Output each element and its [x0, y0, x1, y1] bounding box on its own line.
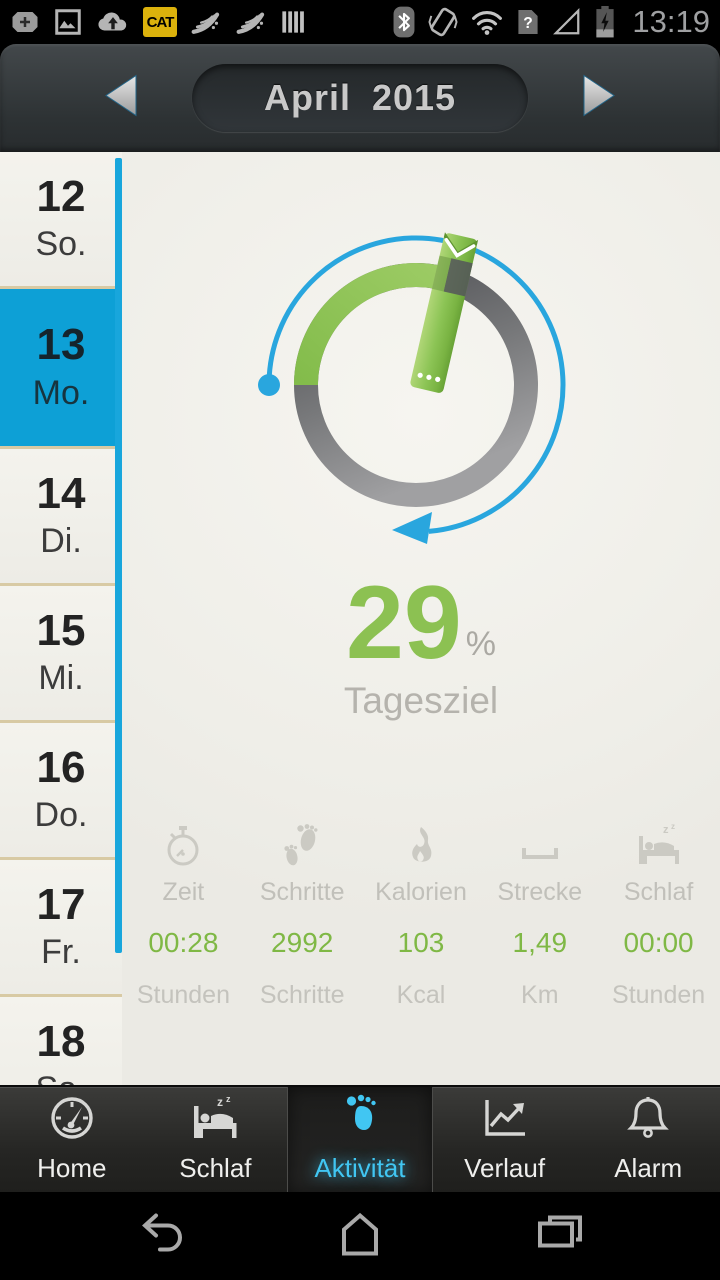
vibrate-icon: [428, 6, 458, 38]
stats-row: Zeit 00:28 Stunden Schritte 2992 Schritt…: [124, 810, 718, 1010]
date-item-15[interactable]: 15 Mi.: [0, 586, 122, 723]
stat-unit: Stunden: [612, 981, 706, 1009]
home-button[interactable]: [328, 1210, 392, 1263]
stat-steps: Schritte 2992 Schritte: [243, 810, 362, 1010]
stat-value: 00:28: [148, 927, 219, 958]
month-header: April 2015: [0, 44, 720, 152]
tracker-device: [410, 232, 479, 393]
activity-panel: 29 % Tagesziel Zeit 00:28 Stunden: [122, 152, 720, 1085]
stat-distance: Strecke 1,49 Km: [480, 810, 599, 1010]
status-clock: 13:19: [632, 4, 710, 39]
date-item-12[interactable]: 12 So.: [0, 152, 122, 289]
gallery-icon: [53, 7, 83, 37]
cloud-upload-icon: [96, 7, 130, 37]
signal-empty-icon: [552, 7, 582, 37]
sim-question-icon: ?: [516, 7, 540, 37]
stat-label: Strecke: [497, 878, 583, 906]
bluetooth-icon: [392, 6, 416, 38]
svg-text:z: z: [226, 1094, 231, 1104]
tab-label: Home: [37, 1153, 107, 1183]
date-sidebar[interactable]: 12 So. 13 Mo. 14 Di. 15 Mi. 16 Do. 17 Fr…: [0, 152, 122, 1085]
swoosh-icon: [190, 7, 222, 37]
back-button[interactable]: [128, 1212, 192, 1261]
svg-text:z: z: [671, 822, 675, 831]
stat-value: 1,49: [512, 927, 568, 958]
date-item-17[interactable]: 17 Fr.: [0, 860, 122, 997]
svg-text:z: z: [217, 1095, 223, 1109]
barcode-icon: [280, 7, 306, 37]
percent-sign: %: [465, 625, 496, 663]
chart-icon: [479, 1094, 531, 1147]
next-month-button[interactable]: [580, 73, 620, 124]
date-item-14[interactable]: 14 Di.: [0, 449, 122, 586]
stopwatch-icon: [163, 810, 203, 868]
stat-label: Schritte: [259, 878, 345, 906]
prev-month-button[interactable]: [100, 73, 140, 124]
tab-verlauf[interactable]: Verlauf: [433, 1087, 577, 1192]
gauge-progress-arc: [294, 263, 447, 386]
flame-icon: [403, 810, 439, 868]
footsteps-icon: [280, 810, 324, 868]
month-title: April 2015: [263, 77, 457, 118]
footprint-icon: [334, 1092, 386, 1147]
daily-percent: 29 %: [122, 552, 720, 682]
date-item-16[interactable]: 16 Do.: [0, 723, 122, 860]
tab-label: Alarm: [614, 1153, 683, 1183]
gauge-icon: [46, 1094, 98, 1147]
distance-icon: [518, 810, 562, 868]
recents-button[interactable]: [528, 1212, 592, 1261]
stat-value: 2992: [271, 927, 334, 958]
sync-arrow-dot: [258, 374, 280, 396]
percent-value: 29: [346, 565, 462, 682]
date-item-13-selected[interactable]: 13 Mo.: [0, 289, 122, 449]
stat-value: 00:00: [623, 927, 694, 958]
svg-text:z: z: [663, 824, 669, 836]
stat-unit: Km: [521, 981, 559, 1009]
tab-alarm[interactable]: Alarm: [576, 1087, 720, 1192]
swoosh-icon: [235, 7, 267, 37]
android-nav-bar: [0, 1192, 720, 1280]
stat-label: Kalorien: [375, 878, 467, 906]
month-selector[interactable]: April 2015: [192, 64, 528, 132]
bell-icon: [624, 1094, 672, 1147]
date-item-18[interactable]: 18 Sa.: [0, 997, 122, 1085]
tab-label: Verlauf: [464, 1153, 546, 1183]
plus-badge-icon: [10, 7, 40, 37]
tab-label: Schlaf: [179, 1153, 252, 1183]
progress-gauge: [246, 210, 586, 570]
sync-arrow-arc: [266, 235, 566, 534]
tab-home[interactable]: Home: [0, 1087, 144, 1192]
cat-logo-icon: CAT: [143, 7, 177, 37]
daily-goal-label: Tagesziel: [343, 680, 499, 721]
stat-value: 103: [397, 927, 445, 958]
stat-unit: Stunden: [136, 981, 230, 1009]
battery-charging-icon: [594, 6, 616, 38]
stat-label: Zeit: [162, 878, 205, 906]
sidebar-scrollbar[interactable]: [115, 158, 122, 953]
stat-unit: Schritte: [259, 981, 345, 1009]
sync-arrowhead: [392, 512, 432, 544]
stat-label: Schlaf: [623, 878, 694, 906]
stat-unit: Kcal: [396, 981, 446, 1009]
tab-label: Aktivität: [314, 1153, 406, 1183]
stat-time: Zeit 00:28 Stunden: [124, 810, 243, 1010]
content-area: 12 So. 13 Mo. 14 Di. 15 Mi. 16 Do. 17 Fr…: [0, 152, 720, 1085]
tab-aktivitaet[interactable]: Aktivität: [287, 1087, 433, 1192]
stat-calories: Kalorien 103 Kcal: [362, 810, 481, 1010]
svg-text:?: ?: [524, 15, 534, 32]
wifi-icon: [470, 7, 504, 37]
status-bar: CAT ?: [0, 0, 720, 44]
